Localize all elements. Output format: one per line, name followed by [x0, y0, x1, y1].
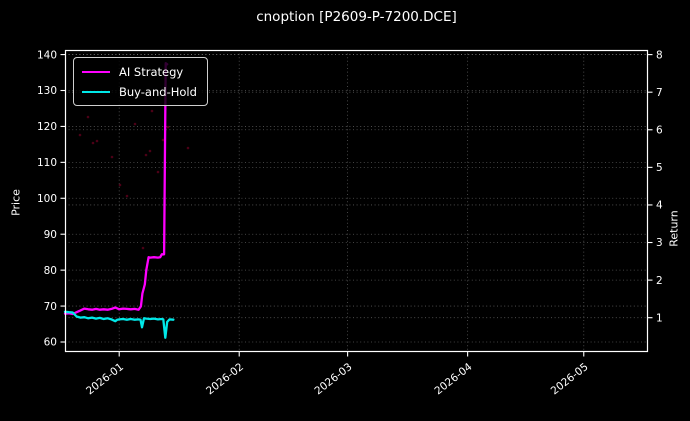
tick-label: 120 [37, 121, 57, 133]
buy-and-hold-line-swatch [82, 90, 110, 93]
noise-dot [148, 149, 152, 153]
noise-dot [186, 146, 190, 150]
left-axis-label: Price [9, 189, 23, 216]
tick-label: 7 [656, 87, 663, 99]
tick-label: 2026-01 [84, 361, 126, 397]
noise-dot [78, 133, 82, 137]
legend-item-ai-strategy: AI Strategy [82, 63, 197, 80]
ai-strategy-line-swatch [82, 70, 110, 73]
tick-label: 4 [656, 200, 663, 212]
legend-box: AI Strategy Buy-and-Hold [73, 57, 208, 106]
tick-label: 2026-03 [312, 361, 354, 397]
tick-label: 8 [656, 49, 663, 61]
tick-label: 2 [656, 275, 663, 287]
series-line-buy-and-hold [63, 310, 175, 339]
noise-dot [141, 246, 145, 250]
noise-dot [161, 138, 165, 142]
noise-dot [166, 125, 170, 129]
noise-dot [118, 183, 122, 187]
legend-label: AI Strategy [119, 64, 184, 79]
noise-dot [91, 141, 95, 145]
noise-dot [95, 139, 99, 143]
noise-dot [125, 194, 129, 198]
tick-label: 1 [656, 312, 663, 324]
tick-label: 60 [44, 337, 57, 349]
tick-label: 70 [44, 301, 57, 313]
noise-dot [86, 115, 90, 119]
tick-label: 130 [37, 85, 57, 97]
chart-title: cnoption [P2609-P-7200.DCE] [256, 9, 457, 25]
noise-dot [144, 153, 148, 157]
right-axis-label: Return [667, 210, 681, 247]
plot-border [64, 49, 649, 353]
tick-label: 100 [37, 193, 57, 205]
tick-label: 6 [656, 124, 663, 136]
tick-label: 3 [656, 237, 663, 249]
tick-label: 2026-05 [549, 361, 591, 397]
noise-dot [156, 170, 160, 174]
tick-label: 2026-04 [432, 361, 474, 398]
legend-label: Buy-and-Hold [119, 84, 197, 99]
tick-label: 2026-02 [204, 361, 246, 397]
noise-dot [133, 122, 137, 126]
noise-dot [110, 155, 114, 159]
tick-label: 80 [44, 265, 57, 277]
legend-item-buy-and-hold: Buy-and-Hold [82, 83, 197, 100]
series-line-ai-strategy [63, 62, 169, 316]
tick-label: 110 [37, 157, 57, 169]
tick-label: 90 [44, 229, 57, 241]
tick-label: 5 [656, 162, 663, 174]
tick-label: 140 [37, 49, 57, 61]
noise-dot [150, 109, 154, 113]
